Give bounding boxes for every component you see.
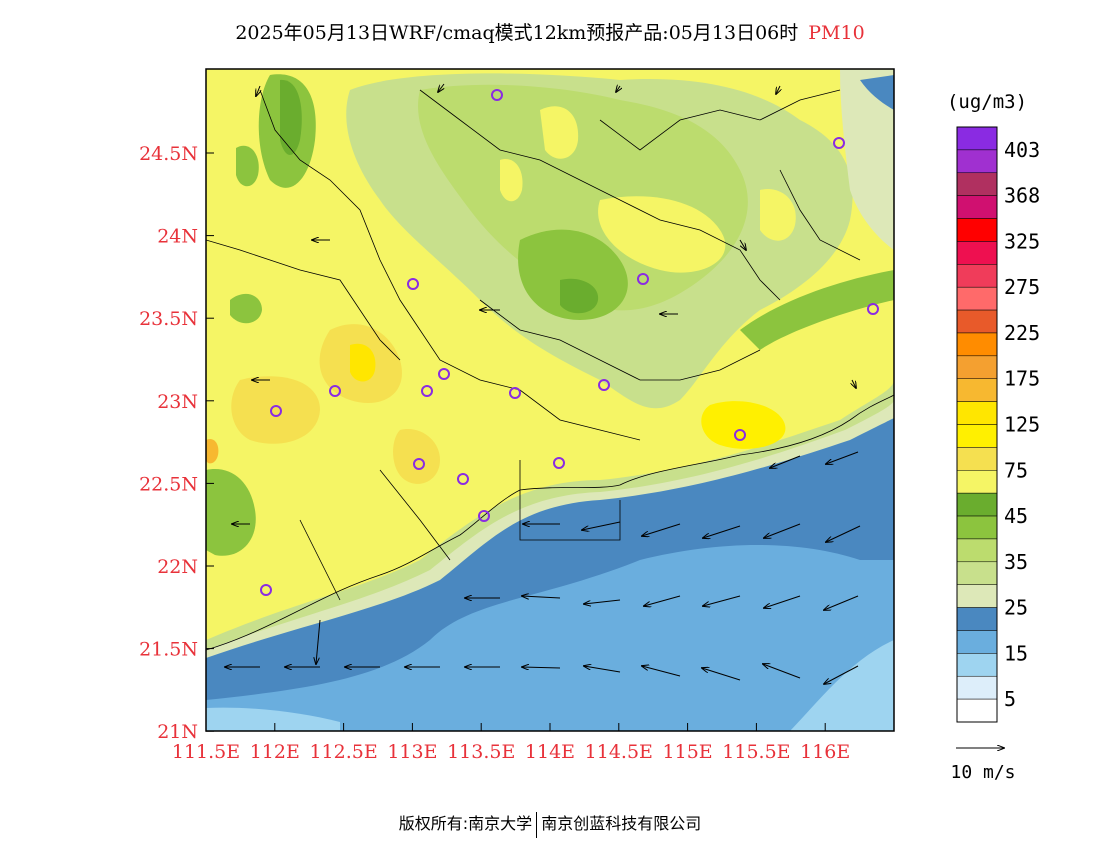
x-axis: 111.5E 112E 112.5E 113E 113.5E 114E 114.5E 115E… [172,723,850,763]
legend-swatch [956,607,998,631]
legend-label: 225 [1004,321,1040,345]
legend-swatch [956,218,998,242]
legend-swatch [956,195,998,219]
y-tick-label: 22.5N [139,473,198,495]
legend-label: 368 [1004,184,1040,208]
monitoring-sites [260,89,879,596]
legend-label: 45 [1004,504,1028,528]
x-tick-label: 115E [663,741,713,763]
legend-swatch [956,584,998,608]
legend-label: 25 [1004,596,1028,620]
legend-swatch [956,492,998,517]
sea-mid [206,545,894,731]
sea-light [206,620,894,731]
x-tick-label: 112E [250,741,300,763]
vector-legend: 10 m/s [950,748,1016,783]
legend-swatch [956,538,998,563]
legend-label: 75 [1004,458,1028,482]
legend-swatch [956,309,998,334]
y-tick-label: 24N [157,226,198,248]
legend-unit: (ug/m3) [947,91,1027,113]
legend-swatch [956,675,998,700]
legend-label: 35 [1004,550,1028,574]
y-tick-label: 21.5N [139,639,198,661]
legend-swatch [956,332,998,357]
legend-label: 403 [1004,138,1040,162]
legend-swatch [956,286,998,311]
legend-swatch [956,561,998,585]
copyright-footer: 版权所有:南京大学 南京创蓝科技有限公司 [0,810,1100,838]
y-tick-label: 21N [157,721,198,743]
legend-swatch [956,355,998,379]
coastline-and-borders [206,89,894,651]
legend-swatch [956,424,998,448]
x-tick-label: 114E [525,741,575,763]
footer-right: 南京创蓝科技有限公司 [541,814,702,833]
legend-label: 175 [1004,367,1040,391]
x-tick-label: 112.5E [309,741,377,763]
pollutant-label: PM10 [808,22,865,44]
legend-swatch [956,470,998,494]
legend-swatch [956,630,998,654]
y-tick-label: 23.5N [139,308,198,330]
legend-frame [956,126,998,723]
color-legend: 403 368 325 275 225 175 125 75 45 35 25 15 5 [956,126,1040,723]
wind-vectors [225,83,861,684]
legend-swatch [956,515,998,540]
legend-label: 125 [1004,413,1040,437]
x-tick-label: 113E [387,741,437,763]
legend-swatch [956,172,998,196]
legend-swatch [956,401,998,425]
legend-swatch [956,698,998,723]
legend-swatch [956,264,998,288]
y-axis: 24.5N 24N 23.5N 23N 22.5N 22N 21.5N 21N [139,143,214,743]
concentration-field [206,69,894,731]
footer-divider [536,811,538,838]
legend-swatch [956,447,998,471]
sea-lightest [790,640,894,731]
y-tick-label: 23N [157,391,198,413]
x-tick-label: 115.5E [722,741,790,763]
y-tick-label: 22N [157,556,198,578]
footer-left: 版权所有:南京大学 [398,814,533,833]
title-text: 2025年05月13日WRF/cmaq模式12km预报产品:05月13日06时 [235,22,799,44]
legend-label: 15 [1004,641,1028,665]
legend-label: 275 [1004,275,1040,299]
x-tick-label: 114.5E [585,741,653,763]
map-title: 2025年05月13日WRF/cmaq模式12km预报产品:05月13日06时 P… [0,18,1100,45]
y-tick-label: 24.5N [139,143,198,165]
legend-swatch [956,126,998,151]
legend-swatch [956,378,998,402]
legend-label: 5 [1004,687,1016,711]
legend-label: 325 [1004,229,1040,253]
x-tick-label: 113.5E [447,741,515,763]
x-tick-label: 111.5E [172,741,240,763]
legend-swatch [956,241,998,265]
vector-legend-label: 10 m/s [950,762,1015,783]
legend-swatch [956,653,998,677]
legend-swatch [956,149,998,174]
x-tick-label: 116E [800,741,850,763]
